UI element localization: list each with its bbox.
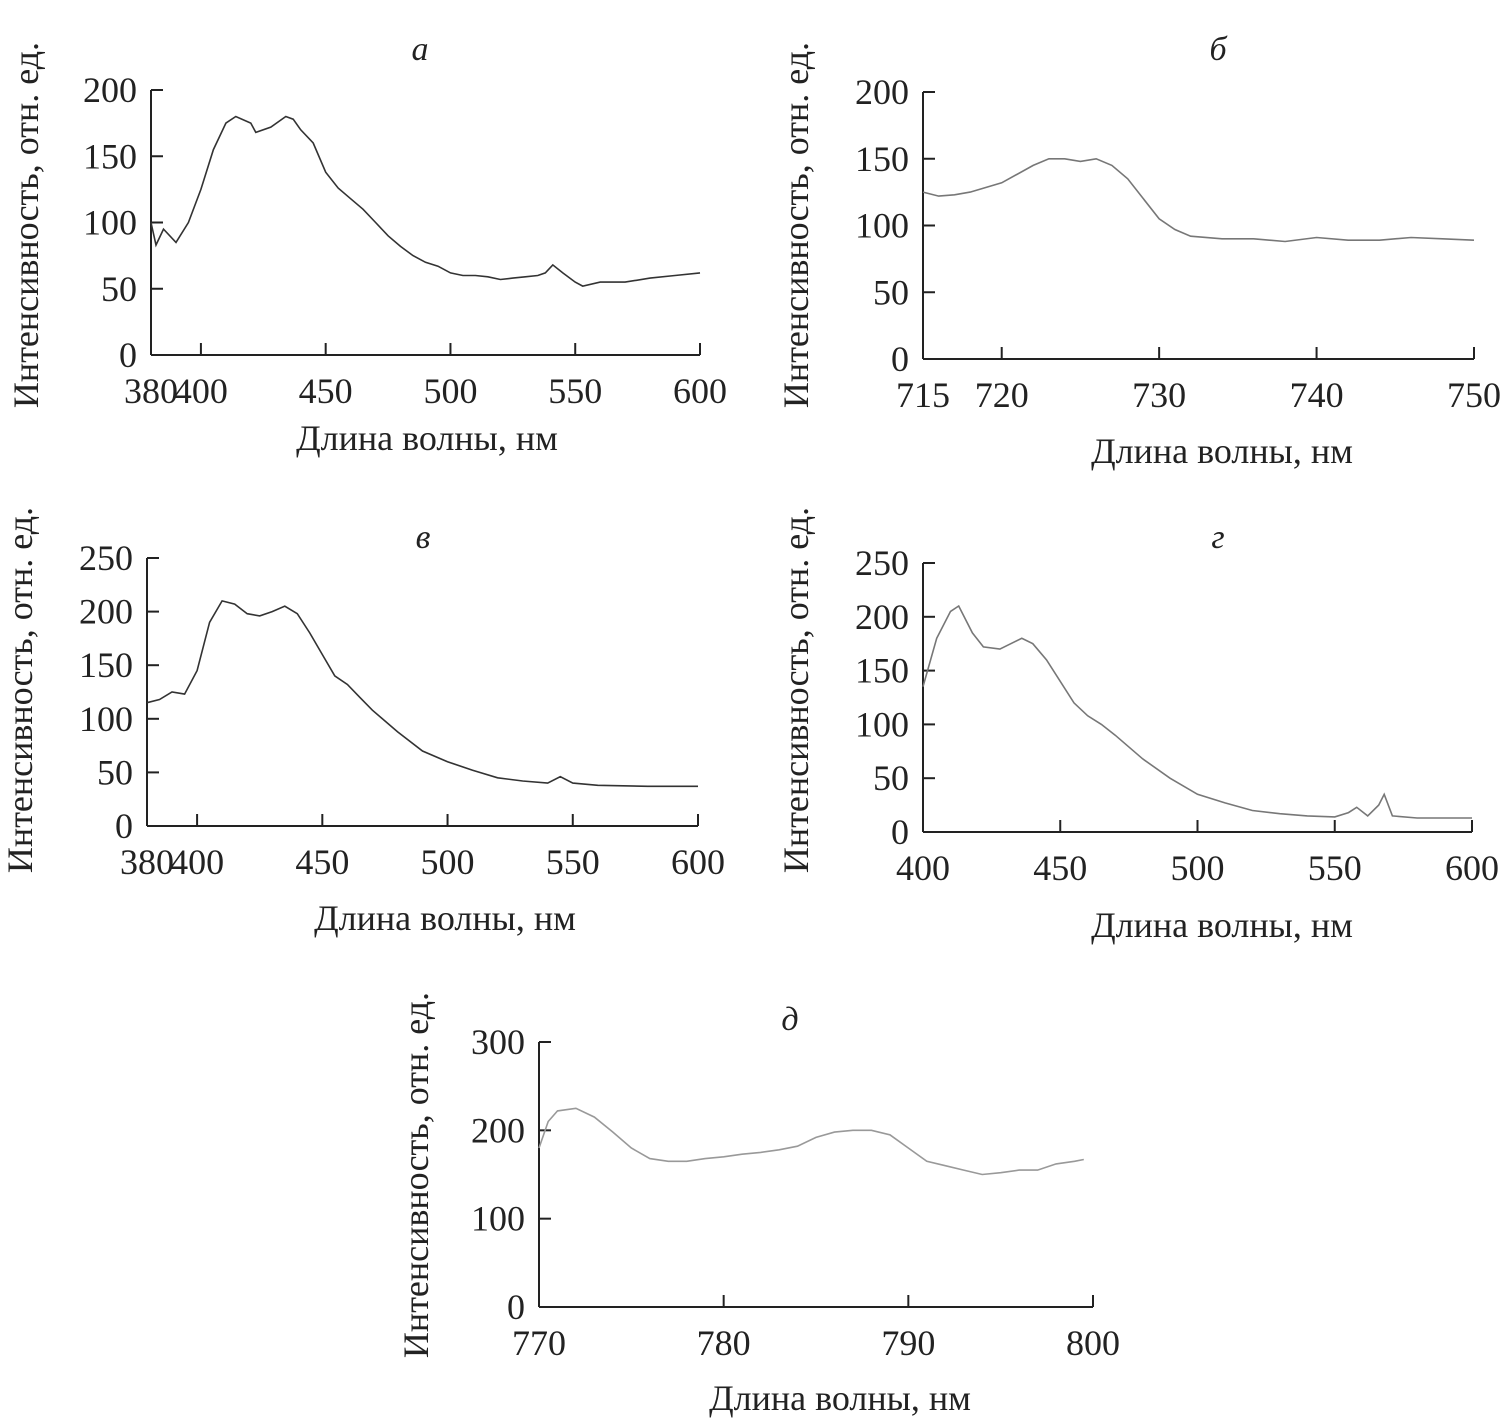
x-tick-label: 800 xyxy=(1066,1323,1120,1363)
y-tick-label: 50 xyxy=(101,269,137,309)
x-tick-label: 400 xyxy=(170,842,224,882)
y-tick-label: 0 xyxy=(507,1287,525,1327)
panel-title: д xyxy=(781,1001,798,1038)
x-tick-label: 450 xyxy=(1033,848,1087,888)
x-axis-label: Длина волны, нм xyxy=(314,898,576,938)
series-line-a xyxy=(150,115,701,287)
x-tick-label: 500 xyxy=(1171,848,1225,888)
y-axis-label: Интенсивность, отн. ед. xyxy=(6,42,46,408)
y-tick-label: 250 xyxy=(79,538,133,578)
y-tick-label: 150 xyxy=(79,645,133,685)
y-tick-label: 100 xyxy=(855,206,909,246)
y-axis-label: Интенсивность, отн. ед. xyxy=(0,507,40,873)
panel-d: 0 100 200 300 770 780 790 800 д Длина волны, нм Ин… xyxy=(396,992,1120,1418)
x-tick-label: 400 xyxy=(174,371,228,411)
y-tick-label: 200 xyxy=(855,597,909,637)
panel-b: 0 50 100 150 200 715 720 730 740 750 б Длина волны,… xyxy=(776,31,1501,471)
x-tick-label: 550 xyxy=(546,842,600,882)
y-tick-label: 200 xyxy=(79,592,133,632)
x-tick-label: 730 xyxy=(1132,375,1186,415)
x-tick-label: 770 xyxy=(512,1323,566,1363)
y-tick-label: 150 xyxy=(855,139,909,179)
series-line-g xyxy=(922,604,1472,819)
x-tick-label: 740 xyxy=(1290,375,1344,415)
x-tick-label: 400 xyxy=(896,848,950,888)
x-axis-label: Длина волны, нм xyxy=(1091,905,1353,945)
y-tick-label: 0 xyxy=(891,812,909,852)
y-axis-label: Интенсивность, отн. ед. xyxy=(396,992,436,1358)
y-tick-label: 100 xyxy=(855,704,909,744)
y-tick-label: 100 xyxy=(471,1199,525,1239)
x-tick-label: 720 xyxy=(975,375,1029,415)
series-line-v xyxy=(146,599,698,788)
y-tick-label: 150 xyxy=(83,136,137,176)
x-tick-label: 600 xyxy=(673,371,727,411)
panel-g: 0 50 100 150 200 250 400 450 500 550 600 г Длина вол… xyxy=(776,507,1499,945)
x-tick-label: 380 xyxy=(120,842,174,882)
y-tick-label: 200 xyxy=(855,72,909,112)
x-tick-label: 450 xyxy=(299,371,353,411)
x-tick-label: 750 xyxy=(1447,375,1501,415)
y-tick-label: 100 xyxy=(83,203,137,243)
y-axis-label: Интенсивность, отн. ед. xyxy=(776,507,816,873)
x-tick-label: 790 xyxy=(881,1323,935,1363)
y-tick-label: 0 xyxy=(891,339,909,379)
x-tick-label: 780 xyxy=(697,1323,751,1363)
y-tick-label: 200 xyxy=(83,70,137,110)
y-tick-label: 50 xyxy=(873,272,909,312)
y-tick-label: 0 xyxy=(119,335,137,375)
x-tick-label: 380 xyxy=(124,371,178,411)
y-tick-label: 100 xyxy=(79,699,133,739)
panel-title: а xyxy=(412,31,429,68)
x-tick-label: 550 xyxy=(1308,848,1362,888)
y-tick-label: 50 xyxy=(97,752,133,792)
x-tick-label: 450 xyxy=(295,842,349,882)
x-axis-label: Длина волны, нм xyxy=(1091,431,1353,471)
panel-title: г xyxy=(1211,519,1224,556)
x-tick-label: 500 xyxy=(423,371,477,411)
panel-title: б xyxy=(1209,31,1228,68)
series-line-b xyxy=(922,157,1475,243)
x-tick-label: 550 xyxy=(548,371,602,411)
y-tick-label: 300 xyxy=(471,1022,525,1062)
y-tick-label: 150 xyxy=(855,651,909,691)
y-tick-label: 50 xyxy=(873,758,909,798)
y-tick-label: 200 xyxy=(471,1110,525,1150)
x-tick-label: 500 xyxy=(421,842,475,882)
y-axis-label: Интенсивность, отн. ед. xyxy=(776,42,816,408)
x-tick-label: 600 xyxy=(671,842,725,882)
x-tick-label: 600 xyxy=(1445,848,1499,888)
panel-title: в xyxy=(416,519,431,556)
y-tick-label: 0 xyxy=(115,806,133,846)
series-line-d xyxy=(538,1107,1084,1176)
x-axis-label: Длина волны, нм xyxy=(296,418,558,458)
y-tick-label: 250 xyxy=(855,543,909,583)
x-tick-label: 715 xyxy=(896,375,950,415)
x-axis-label: Длина волны, нм xyxy=(709,1378,971,1418)
